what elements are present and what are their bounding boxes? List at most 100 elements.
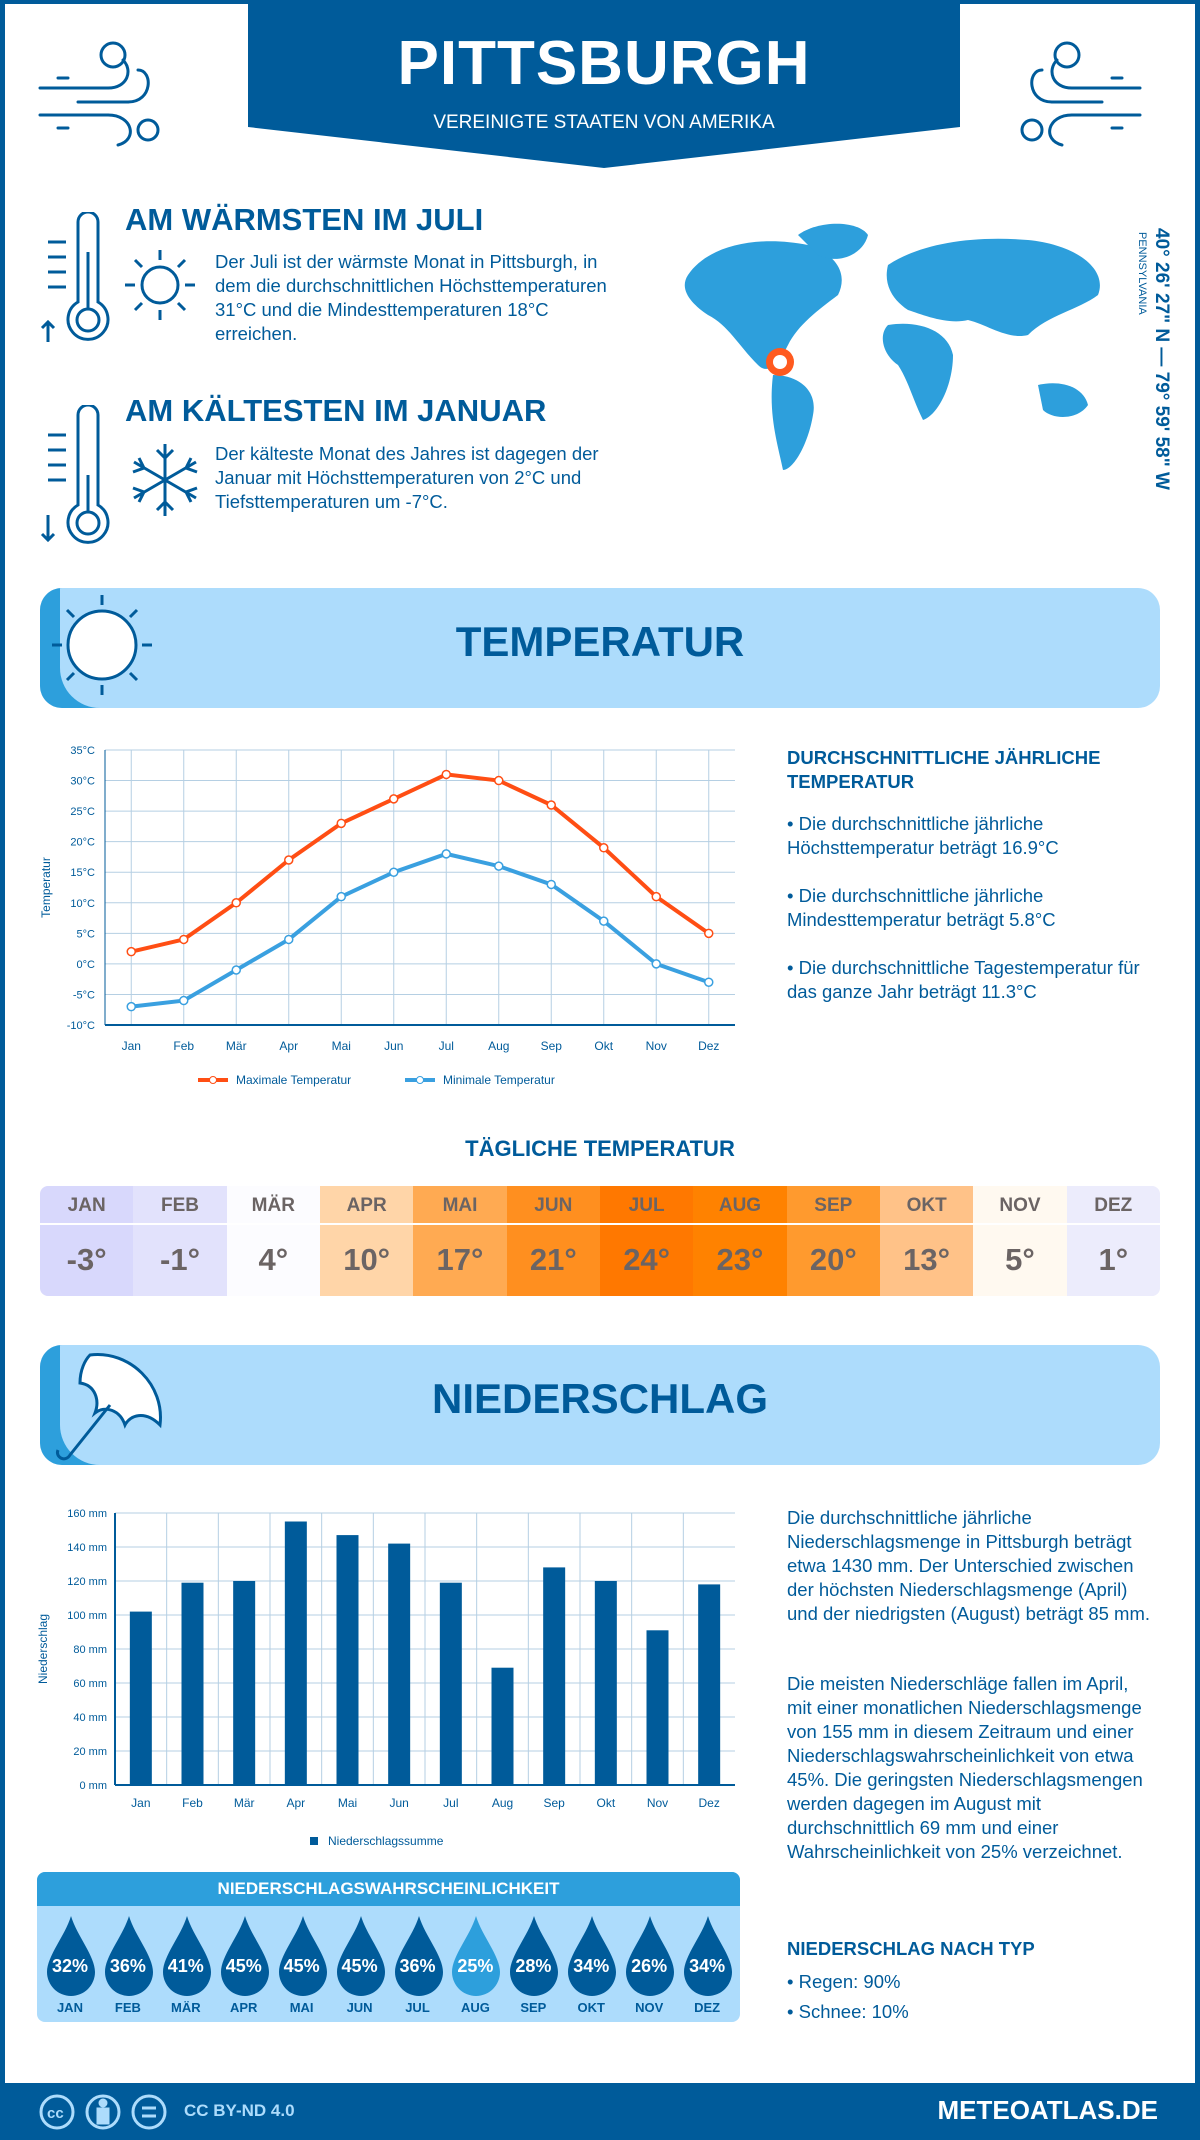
y-tick-label: 20 mm: [73, 1746, 107, 1758]
raindrop-icon: [452, 1916, 501, 1996]
temp-value: 10°: [343, 1242, 391, 1277]
raindrop-icon: [510, 1916, 559, 1996]
data-point: [546, 879, 556, 890]
month-label: DEZ: [694, 2000, 721, 2015]
data-point: [231, 965, 241, 975]
wind-icon: [38, 41, 160, 147]
data-point: [599, 916, 609, 926]
x-tick-label: Mär: [226, 1039, 247, 1053]
x-tick-label: Dez: [698, 1039, 719, 1053]
x-tick-label: Jan: [131, 1796, 150, 1810]
y-tick-label: -10°C: [67, 1020, 95, 1032]
raindrop-icon: [162, 1916, 211, 1996]
license-text[interactable]: CC BY-ND 4.0: [184, 2101, 295, 2120]
legend-marker: [209, 1076, 217, 1084]
data-point: [494, 775, 504, 786]
probability-drop: 34% DEZ: [678, 1906, 736, 2022]
probability-value: 45%: [341, 1956, 378, 1976]
raindrop-icon: [336, 1916, 385, 1996]
x-tick-label: Jul: [443, 1796, 458, 1810]
raindrop-icon: [568, 1916, 617, 1996]
x-tick-label: Jul: [439, 1039, 454, 1053]
snowflake-icon: [132, 444, 198, 516]
data-point: [599, 843, 609, 853]
data-point: [704, 928, 714, 939]
x-tick-label: Feb: [182, 1796, 203, 1810]
probability-drop: 41% MÄR: [157, 1906, 215, 2022]
wind-icon: [1020, 41, 1142, 147]
legend-swatch: [310, 1837, 318, 1845]
data-point: [284, 855, 294, 865]
month-label: JAN: [56, 2000, 83, 2015]
daily-temp-cell: MÄR 4°: [226, 1186, 320, 1296]
temperature-chart: -10°C -5°C 0°C 5°C 10°C 15°C 20°C 25°C 30°C 35°C J…: [39, 745, 735, 1087]
month-label: MAI: [413, 1186, 507, 1225]
probability-value: 32%: [51, 1956, 88, 1976]
probability-title: NIEDERSCHLAGSWAHRSCHEINLICHKEIT: [37, 1872, 740, 1906]
y-tick-label: 5°C: [77, 928, 96, 940]
legend-marker: [416, 1076, 424, 1084]
raindrop-icon: [47, 1916, 95, 1996]
bar: [491, 1667, 514, 1785]
x-tick-label: Feb: [173, 1039, 194, 1053]
data-point: [546, 800, 556, 810]
daily-temp-cell: SEP 20°: [786, 1186, 880, 1296]
coldest-text: Der kälteste Monat des Jahres ist dagege…: [215, 443, 599, 512]
temperature-title: TEMPERATUR: [455, 618, 745, 665]
month-label: APR: [319, 1186, 414, 1225]
data-point: [704, 977, 714, 987]
data-point: [126, 946, 136, 957]
data-point: [126, 1001, 136, 1012]
daily-temp-cell: OKT 13°: [879, 1186, 974, 1296]
month-label: AUG: [693, 1186, 787, 1225]
y-tick-label: 35°C: [70, 745, 95, 757]
temp-value: 23°: [716, 1242, 764, 1277]
site-link[interactable]: METEOATLAS.DE: [937, 2095, 1158, 2125]
probability-drop: 25% AUG: [446, 1906, 504, 2022]
data-point: [441, 769, 451, 780]
probability-value: 34%: [689, 1956, 726, 1976]
daily-temp-cell: JUN 21°: [506, 1186, 600, 1296]
legend-label: Niederschlagssumme: [328, 1834, 444, 1848]
precip-text-2: Die meisten Niederschläge fallen im Apri…: [787, 1673, 1143, 1862]
data-point: [336, 891, 346, 902]
probability-value: 25%: [457, 1956, 494, 1976]
y-tick-label: 25°C: [70, 806, 95, 818]
x-tick-label: Aug: [488, 1039, 509, 1053]
coldest-heading: AM KÄLTESTEN IM JANUAR: [125, 393, 547, 428]
svg-text:cc: cc: [47, 2105, 64, 2122]
precip-type-heading: NIEDERSCHLAG NACH TYP: [787, 1938, 1035, 1959]
warmest-heading: AM WÄRMSTEN IM JULI: [125, 202, 484, 237]
daily-temp-cell: FEB -1°: [133, 1186, 227, 1296]
bar: [388, 1543, 411, 1785]
precipitation-title: NIEDERSCHLAG: [431, 1375, 769, 1422]
data-point: [494, 861, 504, 871]
x-tick-label: Dez: [698, 1796, 719, 1810]
city-title: PITTSBURGH: [397, 29, 811, 98]
month-label: AUG: [460, 2000, 490, 2015]
thermometer-up-icon: [40, 212, 110, 342]
y-tick-label: 80 mm: [73, 1644, 107, 1656]
temp-value: 13°: [903, 1242, 951, 1277]
data-point: [389, 794, 399, 804]
daily-temp-cell: JAN -3°: [40, 1186, 134, 1296]
raindrop-icon: [394, 1916, 443, 1996]
cc-license-icons[interactable]: cc: [38, 2093, 168, 2131]
data-point: [179, 934, 189, 945]
temp-value: 1°: [1098, 1242, 1129, 1277]
umbrella-icon: [55, 1353, 162, 1461]
x-tick-label: Mai: [338, 1796, 357, 1810]
y-tick-label: 140 mm: [67, 1542, 107, 1554]
x-tick-label: Aug: [492, 1796, 513, 1810]
x-tick-label: Jan: [122, 1039, 141, 1053]
bar: [181, 1582, 204, 1785]
month-label: APR: [230, 2000, 258, 2015]
probability-drop: 26% NOV: [620, 1906, 678, 2022]
probability-value: 45%: [225, 1956, 262, 1976]
month-label: DEZ: [1066, 1186, 1160, 1225]
month-label: SEP: [520, 2000, 547, 2015]
precip-type-snow: • Schnee: 10%: [787, 2001, 909, 2022]
x-tick-label: Okt: [596, 1796, 615, 1810]
thermometer-down-icon: [40, 405, 110, 544]
bar: [698, 1584, 721, 1785]
